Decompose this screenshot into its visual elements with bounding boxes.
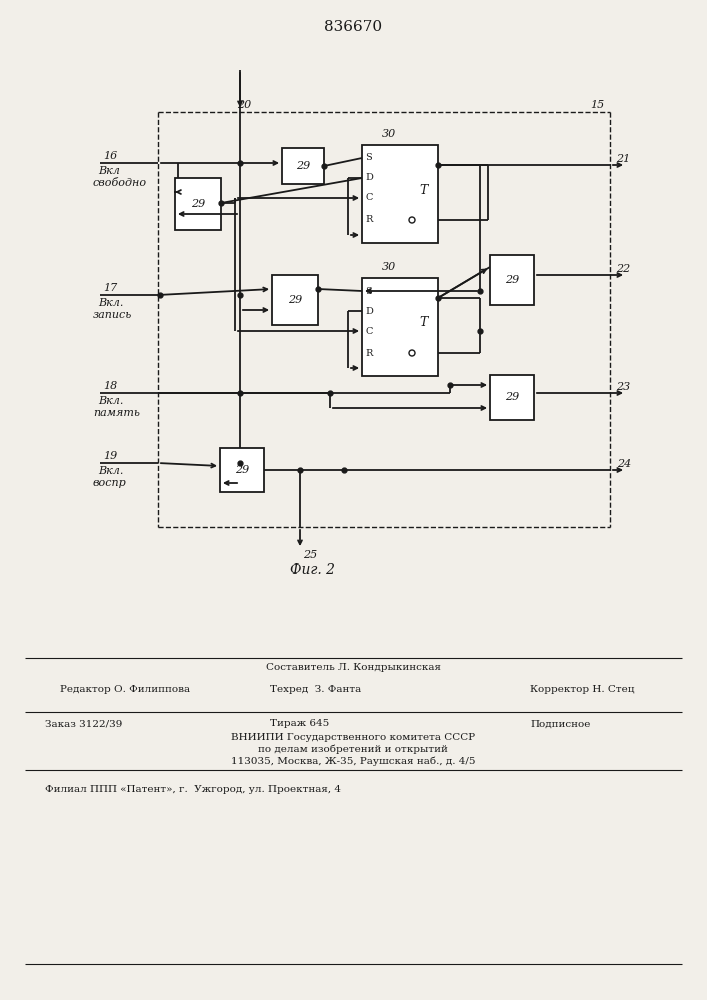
- Text: Заказ 3122/39: Заказ 3122/39: [45, 720, 122, 728]
- Text: 21: 21: [616, 154, 630, 164]
- Text: Вкл.: Вкл.: [98, 396, 124, 406]
- Text: C: C: [366, 194, 373, 202]
- Text: 25: 25: [303, 550, 317, 560]
- Text: 30: 30: [382, 262, 396, 272]
- Text: Филиал ППП «Патент», г.  Ужгород, ул. Проектная, 4: Филиал ППП «Патент», г. Ужгород, ул. Про…: [45, 786, 341, 794]
- Bar: [272, 275, 318, 325]
- Text: запись: запись: [93, 310, 132, 320]
- Text: D: D: [365, 306, 373, 316]
- Text: Вкл.: Вкл.: [98, 466, 124, 476]
- Text: память: память: [93, 408, 140, 418]
- Text: Техред  З. Фанта: Техред З. Фанта: [270, 686, 361, 694]
- Bar: [490, 375, 534, 420]
- Text: D: D: [365, 174, 373, 182]
- Text: 23: 23: [616, 382, 630, 392]
- Text: S: S: [366, 286, 373, 296]
- Text: 18: 18: [103, 381, 117, 391]
- Text: 836670: 836670: [324, 20, 382, 34]
- Text: 113035, Москва, Ж-35, Раушская наб., д. 4/5: 113035, Москва, Ж-35, Раушская наб., д. …: [230, 756, 475, 766]
- Text: 29: 29: [191, 199, 205, 209]
- Text: воспр: воспр: [93, 478, 127, 488]
- Bar: [282, 148, 324, 184]
- Text: 16: 16: [103, 151, 117, 161]
- Text: 30: 30: [382, 129, 396, 139]
- Text: T: T: [420, 184, 428, 196]
- Text: 15: 15: [590, 100, 604, 110]
- Bar: [362, 145, 438, 243]
- Text: Подписное: Подписное: [530, 720, 590, 728]
- Circle shape: [409, 217, 415, 223]
- Text: свободно: свободно: [93, 178, 147, 188]
- Text: по делам изобретений и открытий: по делам изобретений и открытий: [258, 744, 448, 754]
- Bar: [220, 448, 264, 492]
- Text: 22: 22: [616, 264, 630, 274]
- Text: R: R: [366, 349, 373, 358]
- Text: 29: 29: [505, 392, 519, 402]
- Text: ВНИИПИ Государственного комитета СССР: ВНИИПИ Государственного комитета СССР: [231, 732, 475, 742]
- Text: 19: 19: [103, 451, 117, 461]
- Text: C: C: [366, 326, 373, 336]
- Bar: [490, 255, 534, 305]
- Text: Тираж 645: Тираж 645: [270, 720, 329, 728]
- Text: T: T: [420, 316, 428, 330]
- Text: Вкл: Вкл: [98, 166, 120, 176]
- Text: 20: 20: [237, 100, 251, 110]
- Text: Фиг. 2: Фиг. 2: [291, 563, 336, 577]
- Text: Корректор Н. Стец: Корректор Н. Стец: [530, 686, 634, 694]
- Bar: [175, 178, 221, 230]
- Bar: [362, 278, 438, 376]
- Text: 29: 29: [296, 161, 310, 171]
- Text: 29: 29: [288, 295, 302, 305]
- Text: S: S: [366, 153, 373, 162]
- Text: R: R: [366, 216, 373, 225]
- Text: 29: 29: [505, 275, 519, 285]
- Text: Составитель Л. Кондрыкинская: Составитель Л. Кондрыкинская: [266, 664, 440, 672]
- Text: 17: 17: [103, 283, 117, 293]
- Text: 29: 29: [235, 465, 249, 475]
- Text: Вкл.: Вкл.: [98, 298, 124, 308]
- Text: 24: 24: [617, 459, 631, 469]
- Text: Редактор О. Филиппова: Редактор О. Филиппова: [60, 686, 190, 694]
- Circle shape: [409, 350, 415, 356]
